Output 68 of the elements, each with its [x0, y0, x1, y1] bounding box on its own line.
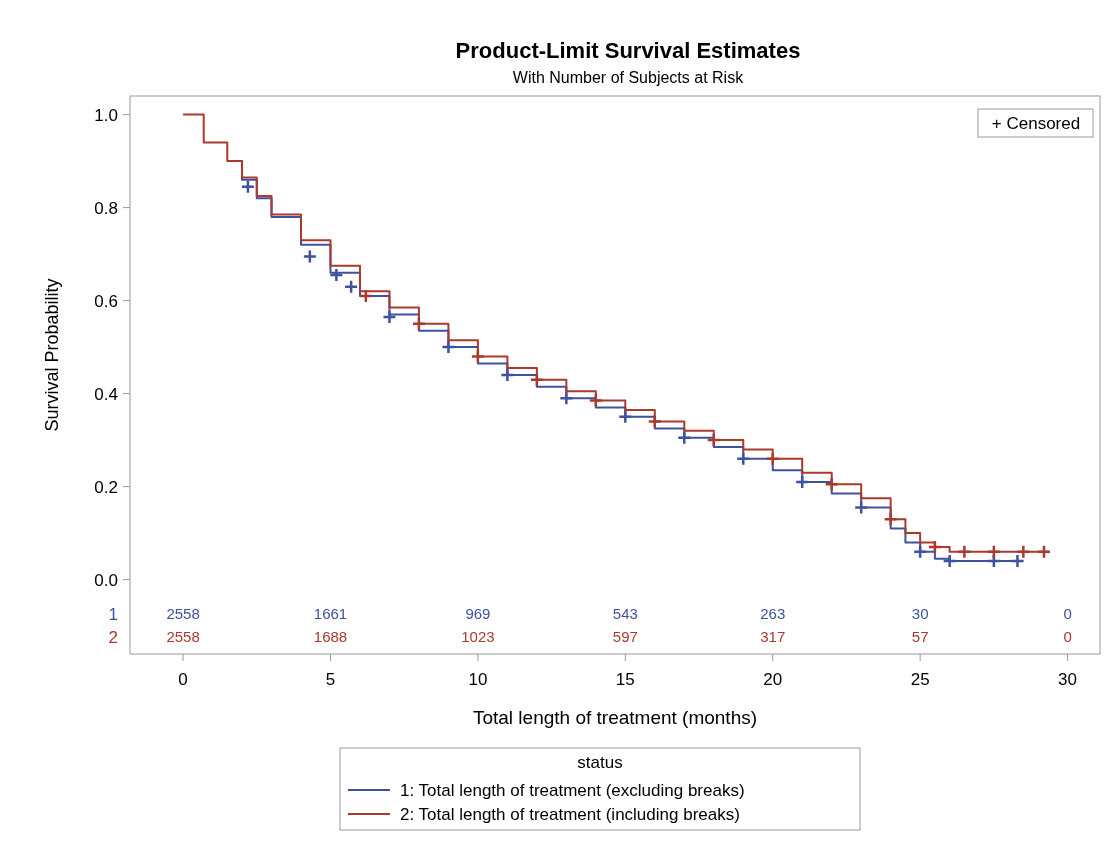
point [794, 474, 810, 490]
point [824, 477, 839, 492]
point [1010, 553, 1025, 569]
annotation: 543 [612, 605, 638, 623]
point [1016, 544, 1031, 559]
y-tick-label: 0.0 [94, 570, 118, 590]
annotation: 969 [465, 605, 491, 623]
point [736, 451, 751, 466]
annotation: 0 [1063, 628, 1072, 646]
x-axis-title: Total length of treatment (months) [472, 707, 758, 728]
point [500, 367, 515, 383]
point [411, 316, 427, 332]
y-axis-title: Survival Probability [42, 278, 62, 432]
point [986, 544, 1002, 559]
x-tick-label: 25 [910, 670, 930, 689]
x-tick-label: 10 [468, 670, 488, 689]
point [942, 553, 957, 569]
point [765, 451, 780, 466]
y-tick-label: 1.0 [94, 105, 118, 125]
point [441, 339, 456, 355]
y-tick-label: 0.4 [94, 384, 118, 404]
annotation: 30 [911, 605, 929, 623]
x-tick-label: 15 [615, 670, 635, 689]
point [529, 372, 545, 387]
annotation: 1688 [313, 628, 348, 646]
point [358, 288, 374, 304]
legend-title: status [577, 753, 623, 772]
annotation: 1023 [461, 628, 495, 646]
legend-label: 2: Total length of treatment (including breaks) [400, 804, 740, 824]
text: 2 [108, 627, 118, 647]
y-tick-label: 0.2 [94, 477, 118, 497]
legend-label: 1: Total length of treatment (excluding breaks) [400, 780, 745, 800]
annotation: 597 [612, 628, 638, 646]
point [853, 500, 869, 515]
point [343, 279, 359, 294]
point [706, 432, 722, 448]
annotation: 57 [911, 628, 929, 646]
y-tick-label: 0.6 [94, 291, 118, 311]
chart-title: Product-Limit Survival Estimates [455, 38, 801, 63]
x-tick-label: 5 [325, 670, 336, 689]
annotation: 317 [760, 628, 786, 646]
point [927, 539, 943, 555]
x-tick-label: 30 [1058, 670, 1078, 689]
point [957, 544, 972, 559]
x-tick-label: 0 [178, 670, 188, 689]
annotation: 2558 [166, 628, 200, 646]
point [647, 414, 663, 429]
point [883, 511, 898, 527]
point [618, 409, 633, 425]
chart-subtitle: With Number of Subjects at Risk [512, 69, 745, 86]
annotation: 2558 [166, 605, 200, 623]
point [588, 393, 604, 408]
point [302, 249, 318, 264]
point [677, 430, 692, 446]
text: 1 [108, 604, 118, 624]
x-tick-label: 20 [763, 670, 783, 689]
annotation: 263 [760, 605, 786, 623]
annotation: + Censored [991, 113, 1081, 133]
point [470, 349, 486, 364]
point [240, 179, 256, 194]
point [329, 267, 344, 283]
point [1036, 544, 1052, 559]
point [559, 391, 574, 406]
annotation: 1661 [313, 605, 348, 623]
point [912, 544, 928, 559]
point [382, 309, 397, 325]
annotation: 0 [1063, 605, 1072, 623]
y-tick-label: 0.8 [94, 198, 118, 218]
